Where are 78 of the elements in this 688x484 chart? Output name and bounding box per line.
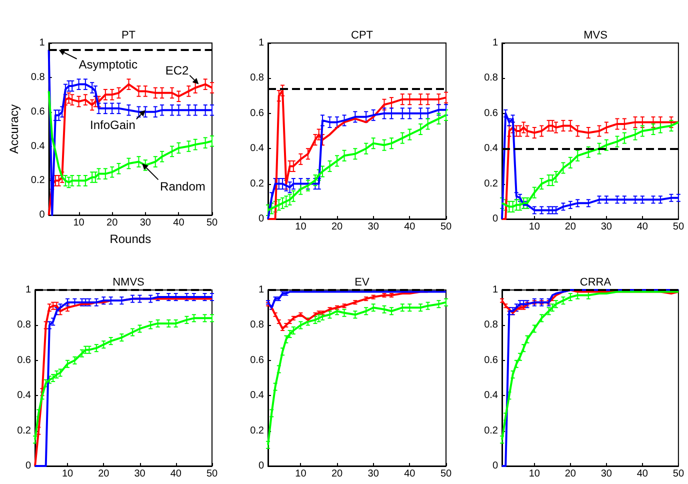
x-tick-label: 50 [206,218,218,229]
y-tick-label: 1 [39,38,46,48]
y-tick-label: 0.8 [484,320,498,331]
x-tick-label: 40 [636,468,648,480]
y-tick-label: 1 [258,38,264,48]
x-tick-label: 10 [528,222,540,232]
x-tick-label: 10 [295,468,307,480]
y-tick-label: 0.8 [17,320,32,331]
y-tick-label: 0 [25,460,32,472]
annotation: Random [160,179,206,194]
chart-title: NMVS [112,276,144,288]
x-tick-label: 40 [173,218,185,229]
chart-title: MVS [584,30,608,42]
y-tick-label: 0.4 [250,390,264,402]
y-tick-label: 0 [258,214,264,224]
y-tick-label: 0.2 [250,425,264,436]
y-tick-label: 0.4 [17,390,32,402]
y-tick-label: 0.6 [17,354,32,366]
x-tick-label: 10 [295,222,307,232]
chart-title: CPT [351,30,374,42]
y-tick-label: 0.8 [30,72,46,83]
y-tick-label: 0.6 [250,108,264,119]
chart-title: CRRA [580,276,612,288]
y-tick-label: 0.4 [30,140,46,152]
y-tick-label: 0.2 [250,178,264,190]
x-tick-label: 20 [106,218,118,229]
x-tick-label: 30 [140,218,152,229]
x-axis-title: Rounds [110,232,152,246]
x-tick-label: 30 [134,468,146,480]
y-tick-label: 0.4 [250,143,264,154]
x-tick-label: 20 [331,468,344,480]
x-tick-label: 40 [404,468,416,480]
y-tick-label: 0 [39,210,46,221]
x-tick-label: 20 [98,468,110,480]
y-tick-label: 0.6 [484,354,498,366]
y-tick-label: 0.4 [484,143,498,154]
x-tick-label: 40 [636,222,648,232]
y-tick-label: 0.8 [484,72,498,84]
x-tick-label: 10 [73,218,85,229]
y-tick-label: 0.2 [30,175,46,186]
y-tick-label: 1 [25,284,32,296]
x-tick-label: 30 [368,468,380,480]
x-tick-label: 50 [440,222,452,232]
y-tick-label: 0.8 [250,320,264,331]
annotation: Asymptotic [78,58,138,72]
y-tick-label: 0 [492,460,498,472]
y-axis-title: Accuracy [7,104,21,154]
x-tick-label: 30 [600,222,612,232]
x-tick-label: 50 [672,468,684,480]
x-tick-label: 10 [528,468,540,480]
annotation: InfoGain [90,118,136,132]
y-tick-label: 0.6 [484,108,498,119]
x-tick-label: 30 [368,222,380,232]
y-tick-label: 0.6 [250,354,264,366]
chart-title: EV [354,276,370,288]
x-tick-label: 10 [62,468,74,480]
y-tick-label: 1 [492,284,498,296]
x-tick-label: 50 [206,468,218,480]
annotation: EC2 [165,63,190,78]
y-tick-label: 0 [492,214,498,224]
x-tick-label: 20 [564,222,576,232]
y-tick-label: 0.4 [484,390,498,402]
y-tick-label: 1 [492,38,498,48]
x-tick-label: 40 [404,222,416,232]
chart-title: PT [121,30,136,42]
y-tick-label: 0 [258,460,264,472]
x-tick-label: 20 [564,468,576,480]
y-tick-label: 0.2 [484,178,498,190]
x-tick-label: 40 [170,468,182,480]
x-tick-label: 20 [331,222,344,232]
y-tick-label: 1 [258,284,264,296]
x-tick-label: 30 [600,468,612,480]
x-tick-label: 50 [440,468,452,480]
x-tick-label: 50 [672,222,684,232]
y-tick-label: 0.6 [30,106,46,118]
y-tick-label: 0.8 [250,72,264,84]
y-tick-label: 0.2 [484,425,498,436]
y-tick-label: 0.2 [17,425,32,436]
